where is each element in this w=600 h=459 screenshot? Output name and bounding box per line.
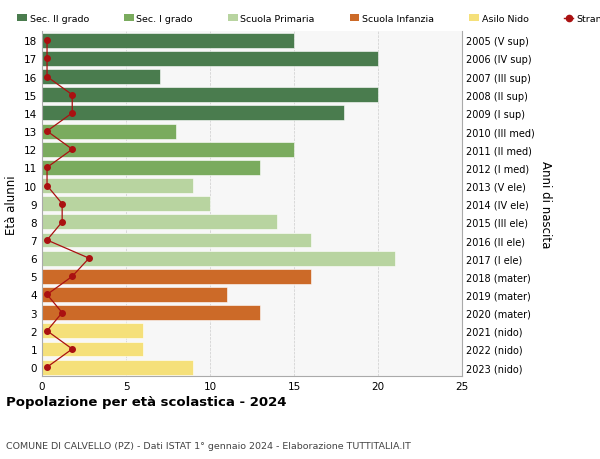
Point [58,218,67,226]
Point [67,92,77,99]
Point [42,291,52,298]
Bar [42,124,176,139]
Point [58,309,67,317]
Point [42,128,52,135]
Bar [42,269,311,284]
Point [42,74,52,81]
Point [67,346,77,353]
Point [42,364,52,371]
Bar [42,360,193,375]
Bar [42,106,344,121]
Bar [42,251,395,266]
Point [42,56,52,63]
Bar [42,161,260,175]
Bar [42,70,160,85]
Point [42,183,52,190]
Bar [42,52,378,67]
Point [67,110,77,118]
Point [42,237,52,244]
Bar [42,88,378,103]
Point [84,255,94,262]
Bar [42,306,260,320]
Point [67,146,77,154]
Bar [42,179,193,194]
Point [42,327,52,335]
Point [42,38,52,45]
Bar [42,142,294,157]
Point [58,201,67,208]
Bar [42,197,210,212]
Bar [42,287,227,302]
Text: Popolazione per età scolastica - 2024: Popolazione per età scolastica - 2024 [6,396,287,409]
Legend: Sec. II grado, Sec. I grado, Scuola Primaria, Scuola Infanzia, Asilo Nido, Stran: Sec. II grado, Sec. I grado, Scuola Prim… [17,15,600,24]
Bar [42,233,311,248]
Point [67,273,77,280]
Y-axis label: Anni di nascita: Anni di nascita [539,161,551,248]
Point [42,164,52,172]
Y-axis label: Età alunni: Età alunni [5,174,19,234]
Bar [42,324,143,339]
Bar [42,34,294,49]
Bar [42,215,277,230]
Bar [42,342,143,357]
Text: COMUNE DI CALVELLO (PZ) - Dati ISTAT 1° gennaio 2024 - Elaborazione TUTTITALIA.I: COMUNE DI CALVELLO (PZ) - Dati ISTAT 1° … [6,441,411,450]
